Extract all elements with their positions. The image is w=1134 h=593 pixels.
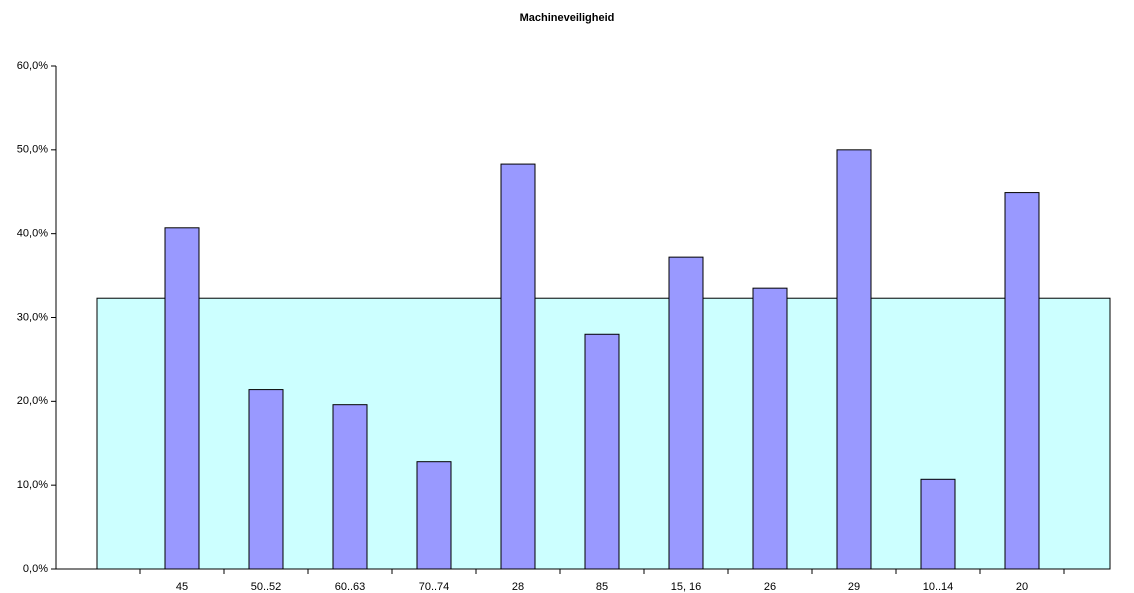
x-tick-label: 60..63 — [335, 581, 366, 593]
bar — [584, 333, 620, 570]
y-tick-label: 30,0% — [17, 311, 48, 323]
bar — [836, 149, 872, 570]
x-tick-label: 29 — [848, 581, 860, 593]
bar — [416, 461, 452, 570]
bar — [920, 478, 956, 570]
y-tick-label: 20,0% — [17, 395, 48, 407]
x-tick-label: 28 — [512, 581, 524, 593]
bar — [1004, 192, 1040, 570]
y-tick-label: 40,0% — [17, 228, 48, 240]
x-tick-label: 10..14 — [923, 581, 954, 593]
bar — [248, 389, 284, 570]
x-tick-label: 45 — [176, 581, 188, 593]
y-tick-label: 60,0% — [17, 60, 48, 72]
bar — [500, 163, 536, 570]
x-tick-label: 50..52 — [251, 581, 282, 593]
y-tick-label: 0,0% — [23, 563, 48, 575]
x-tick-label: 15, 16 — [671, 581, 702, 593]
bar — [752, 287, 788, 570]
x-tick-label: 85 — [596, 581, 608, 593]
y-tick-label: 10,0% — [17, 479, 48, 491]
bar — [668, 256, 704, 570]
x-tick-label: 70..74 — [419, 581, 450, 593]
y-tick-label: 50,0% — [17, 144, 48, 156]
x-tick-label: 26 — [764, 581, 776, 593]
bar — [332, 404, 368, 570]
x-tick-label: 20 — [1016, 581, 1028, 593]
chart-title: Machineveiligheid — [520, 12, 615, 24]
bar — [164, 227, 200, 570]
